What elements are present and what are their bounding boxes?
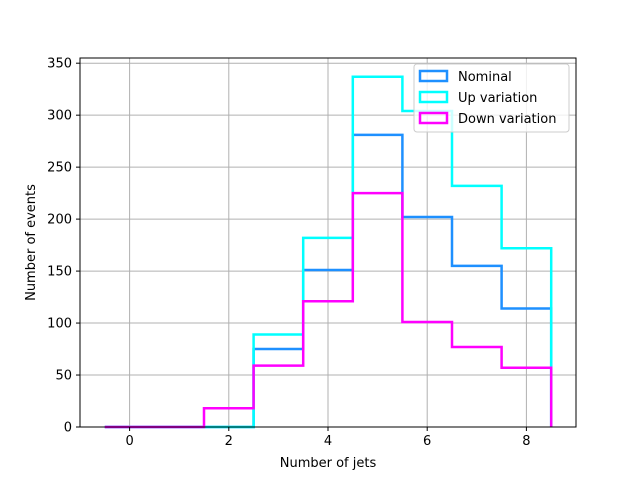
y-tick-label: 100 [47,317,72,332]
legend: Nominal Up variation Down variation [413,63,570,133]
y-tick-label: 300 [47,109,72,124]
y-tick-label: 250 [47,161,72,176]
x-ticks: 0 2 4 6 8 [125,427,531,449]
legend-label-down-variation: Down variation [458,112,556,127]
legend-swatch-nominal [418,69,449,83]
y-tick-label: 150 [47,265,72,280]
y-axis-label: Number of events [24,184,39,301]
legend-label-nominal: Nominal [458,70,512,85]
x-tick-label: 4 [324,434,332,449]
x-tick-label: 2 [225,434,233,449]
y-ticks: 0 50 100 150 200 250 300 350 [47,57,80,436]
x-tick-label: 8 [522,434,530,449]
y-tick-label: 200 [47,213,72,228]
legend-label-up-variation: Up variation [458,91,537,106]
x-axis-label: Number of jets [280,456,377,471]
legend-swatch-down-variation [418,111,449,125]
y-tick-label: 0 [64,421,72,436]
series-down-variation-step [104,191,553,429]
x-tick-label: 6 [423,434,431,449]
x-tick-label: 0 [125,434,133,449]
y-tick-label: 50 [55,369,72,384]
legend-swatch-up-variation [418,90,449,104]
y-tick-label: 350 [47,57,72,72]
legend-box [413,63,570,133]
